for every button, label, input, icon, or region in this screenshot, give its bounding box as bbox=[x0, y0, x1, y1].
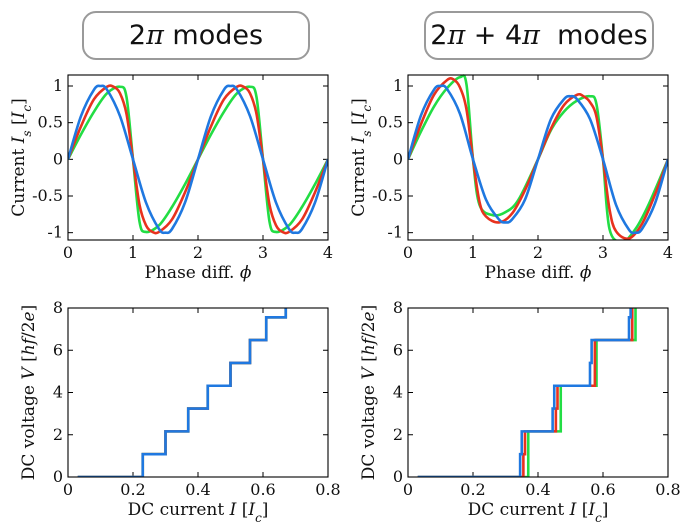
y-axis-label: Current Is [Ic] bbox=[349, 98, 374, 217]
series-line-blue bbox=[408, 84, 668, 235]
header-left-num: 2 bbox=[128, 20, 147, 51]
y-tick-label: 2 bbox=[393, 425, 403, 444]
chart-cpr-2pi: -1 -0.5 0 0.5 1 0 1 2 3 4 Phase diff. ϕ Current Is … bbox=[9, 74, 333, 283]
axes-frame bbox=[67, 307, 329, 478]
header-right-pi1: π bbox=[447, 20, 466, 51]
y-tick-label: 1 bbox=[393, 76, 403, 95]
axes-frame bbox=[67, 74, 329, 241]
y-tick-label: 0 bbox=[393, 149, 403, 168]
x-tick-label: 1 bbox=[468, 243, 478, 262]
x-tick-label: 1 bbox=[128, 243, 138, 262]
x-tick-label: 0 bbox=[63, 243, 73, 262]
x-tick-label: 0 bbox=[63, 480, 73, 499]
y-tick-label: 4 bbox=[53, 383, 63, 402]
chart-iv-2pi4pi: 0 2 4 6 8 0 0.2 0.4 0.6 0.8 DC current I [Ic] DC vo… bbox=[359, 298, 681, 523]
header-right-mid: + 4 bbox=[465, 20, 523, 51]
x-tick-label: 0.8 bbox=[655, 480, 680, 499]
header-right-text: modes bbox=[539, 20, 648, 51]
y-axis-label: DC voltage V [hf/2e] bbox=[359, 305, 379, 480]
x-tick-label: 4 bbox=[323, 243, 333, 262]
y-axis-label: DC voltage V [hf/2e] bbox=[19, 305, 39, 480]
axes-frame bbox=[407, 74, 669, 241]
y-tick-label: 0 bbox=[53, 149, 63, 168]
y-axis-label: Current Is [Ic] bbox=[9, 98, 34, 217]
y-tick-label: 0.5 bbox=[378, 113, 403, 132]
x-tick-label: 4 bbox=[663, 243, 673, 262]
x-axis-label: Phase diff. ϕ bbox=[145, 263, 252, 283]
chart-cpr-2pi4pi: -1 -0.5 0 0.5 1 0 1 2 3 4 Phase diff. ϕ Current Is … bbox=[349, 74, 673, 283]
header-right-num1: 2 bbox=[430, 20, 448, 51]
y-tick-label: -1 bbox=[387, 223, 403, 242]
chart-iv-2pi: 0 2 4 6 8 0 0.2 0.4 0.6 0.8 DC current I [Ic] DC vo… bbox=[19, 298, 341, 523]
series-line-blue bbox=[77, 308, 288, 477]
axes-frame bbox=[407, 307, 669, 478]
x-tick-label: 0.6 bbox=[590, 480, 615, 499]
y-tick-label: 0 bbox=[393, 467, 403, 486]
x-tick-label: 0.2 bbox=[460, 480, 485, 499]
x-axis-label: Phase diff. ϕ bbox=[485, 263, 592, 283]
y-tick-label: 8 bbox=[393, 298, 403, 317]
y-tick-label: 1 bbox=[53, 76, 63, 95]
series-line-green bbox=[417, 308, 637, 477]
x-tick-label: 3 bbox=[598, 243, 608, 262]
header-left-text: modes bbox=[163, 20, 264, 51]
y-tick-label: 0 bbox=[53, 467, 63, 486]
y-tick-label: -0.5 bbox=[372, 186, 403, 205]
x-tick-label: 0.2 bbox=[120, 480, 145, 499]
x-tick-label: 0.8 bbox=[315, 480, 340, 499]
x-tick-label: 2 bbox=[533, 243, 543, 262]
x-axis-label: DC current I [Ic] bbox=[468, 500, 609, 523]
x-tick-label: 2 bbox=[193, 243, 203, 262]
header-left-pi: π bbox=[146, 20, 164, 51]
x-tick-label: 0.4 bbox=[525, 480, 550, 499]
series-line-green bbox=[77, 308, 288, 477]
x-tick-label: 0 bbox=[403, 480, 413, 499]
y-tick-label: 2 bbox=[53, 425, 63, 444]
series-line-blue bbox=[417, 308, 632, 477]
x-axis-label: DC current I [Ic] bbox=[128, 500, 269, 523]
y-tick-label: 6 bbox=[53, 340, 63, 359]
y-tick-label: 6 bbox=[393, 340, 403, 359]
y-tick-label: 0.5 bbox=[38, 113, 63, 132]
y-tick-label: 8 bbox=[53, 298, 63, 317]
y-tick-label: -1 bbox=[47, 223, 63, 242]
header-right-pi2: π bbox=[522, 20, 540, 51]
x-tick-label: 0 bbox=[403, 243, 413, 262]
y-tick-label: 4 bbox=[393, 383, 403, 402]
x-tick-label: 0.4 bbox=[185, 480, 210, 499]
y-tick-label: -0.5 bbox=[32, 186, 63, 205]
series-line-red bbox=[77, 308, 288, 477]
x-tick-label: 3 bbox=[258, 243, 268, 262]
series-line-blue bbox=[68, 84, 328, 235]
series-line-red bbox=[417, 308, 634, 477]
x-tick-label: 0.6 bbox=[250, 480, 275, 499]
